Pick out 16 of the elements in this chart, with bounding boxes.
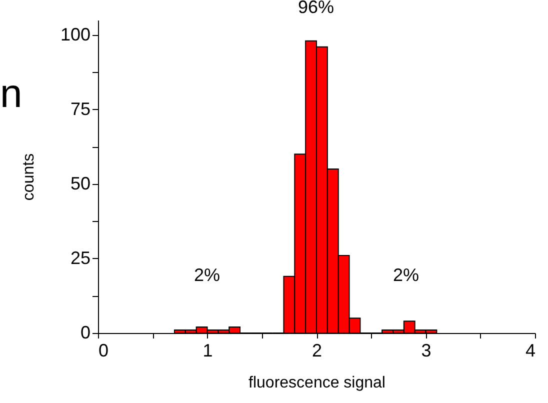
annotation: 2%	[392, 265, 420, 285]
x-axis-title: fluorescence signal	[248, 374, 386, 392]
y-tick-label: 0	[80, 322, 90, 342]
y-tick-label: 75	[70, 98, 90, 119]
y-tick-label: 100	[60, 24, 90, 44]
y-axis-title: counts	[20, 153, 38, 201]
x-tick-label: 4	[525, 340, 536, 360]
text: 96%	[298, 0, 334, 17]
y-tick-label: 25	[70, 248, 90, 268]
x-tick-label: 1	[202, 340, 213, 360]
y-tick-label: 50	[70, 173, 90, 194]
text: n	[0, 72, 22, 116]
x-tick-label: 2	[312, 340, 322, 360]
annotation: 2%	[194, 265, 220, 285]
x-tick-label: 3	[421, 340, 432, 360]
x-tick-label: 0	[98, 340, 109, 360]
